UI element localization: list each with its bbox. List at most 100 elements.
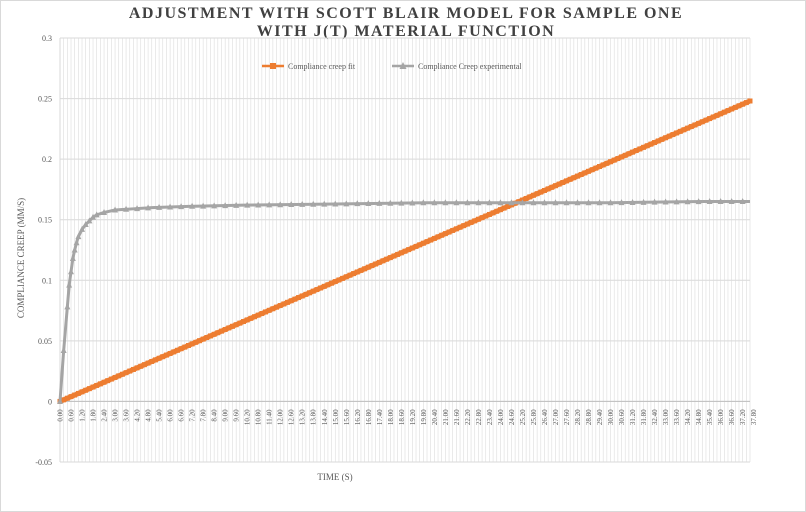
data-point-experimental: [82, 221, 89, 228]
data-point-fit: [321, 283, 327, 289]
x-tick-label: 31.80: [640, 409, 648, 425]
data-point-fit: [442, 231, 448, 237]
data-point-experimental: [255, 201, 262, 208]
data-point-fit: [644, 143, 650, 149]
x-tick-label: 35.40: [706, 409, 714, 425]
data-point-fit: [347, 272, 353, 278]
data-point-experimental: [86, 217, 93, 224]
x-tick-label: 25.20: [519, 409, 527, 425]
data-point-fit: [285, 299, 291, 305]
data-point-fit: [589, 167, 595, 173]
data-point-fit: [530, 192, 536, 198]
data-point-experimental: [706, 198, 713, 205]
x-tick-label: 11.40: [266, 409, 274, 425]
data-point-experimental: [618, 199, 625, 206]
data-point-fit: [384, 256, 390, 262]
data-point-fit: [398, 250, 404, 256]
data-point-fit: [732, 104, 738, 110]
data-point-fit: [630, 149, 636, 155]
data-point-fit: [619, 154, 625, 160]
data-point-experimental: [739, 198, 746, 205]
data-point-fit: [193, 339, 199, 345]
x-tick-label: 36.60: [728, 409, 736, 425]
x-tick-label: 31.20: [629, 409, 637, 425]
data-point-fit: [101, 379, 107, 385]
x-tick-label: 3.60: [123, 409, 131, 422]
data-point-fit: [604, 160, 610, 166]
data-point-experimental: [244, 201, 251, 208]
grid-lines: [59, 37, 751, 463]
y-tick-label: 0.05: [38, 337, 52, 346]
data-point-fit: [615, 156, 621, 162]
data-point-fit: [299, 293, 305, 299]
data-point-fit: [648, 141, 654, 147]
data-point-experimental: [662, 198, 669, 205]
data-point-experimental: [75, 233, 82, 240]
data-point-fit: [718, 111, 724, 117]
x-tick-label: 22.80: [475, 409, 483, 425]
x-tick-label: 20.40: [431, 409, 439, 425]
data-point-experimental: [409, 199, 416, 206]
data-point-experimental: [178, 203, 185, 210]
x-tick-label: 13.80: [310, 409, 318, 425]
data-point-fit: [138, 363, 144, 369]
x-tick-label: 34.20: [684, 409, 692, 425]
data-point-fit: [417, 242, 423, 248]
data-point-fit: [663, 135, 669, 141]
data-point-experimental: [387, 199, 394, 206]
x-tick-label: 33.00: [662, 409, 670, 425]
data-point-fit: [567, 176, 573, 182]
data-point-fit: [578, 172, 584, 178]
data-point-fit: [439, 232, 445, 238]
data-point-fit: [230, 323, 235, 329]
data-point-fit: [743, 100, 749, 106]
data-point-experimental: [563, 199, 570, 206]
data-point-fit: [685, 125, 691, 131]
data-point-fit: [608, 159, 614, 165]
y-tick-label: -0.05: [35, 458, 52, 467]
data-point-fit: [329, 280, 335, 286]
x-tick-label: 8.40: [211, 409, 219, 422]
data-point-experimental: [93, 211, 100, 218]
data-point-experimental: [453, 199, 460, 206]
data-point-fit: [156, 355, 162, 361]
data-point-experimental: [211, 202, 218, 209]
data-point-fit: [435, 234, 441, 240]
data-point-fit: [226, 325, 232, 331]
data-point-fit: [475, 216, 481, 222]
x-tick-label: 21.60: [453, 409, 461, 425]
data-point-fit: [218, 328, 224, 334]
x-tick-label: 37.20: [739, 409, 747, 425]
data-point-fit: [457, 224, 463, 230]
data-point-fit: [152, 357, 158, 363]
legend-label-1: Compliance Creep experimental: [418, 62, 522, 71]
data-point-fit: [571, 175, 577, 181]
data-point-experimental: [596, 199, 603, 206]
data-point-fit: [365, 264, 371, 270]
data-point-fit: [310, 288, 316, 294]
y-tick-label: 0.3: [42, 34, 52, 43]
x-tick-label: 6.60: [178, 409, 186, 422]
data-point-fit: [263, 309, 269, 315]
x-tick-label: 29.40: [596, 409, 604, 425]
x-tick-label: 0.60: [68, 409, 76, 422]
data-point-fit: [237, 320, 243, 326]
y-tick-label: 0.15: [38, 216, 52, 225]
data-point-fit: [431, 235, 437, 241]
data-point-fit: [729, 106, 735, 112]
data-point-experimental: [343, 200, 350, 207]
data-point-fit: [637, 146, 643, 152]
data-point-fit: [86, 386, 92, 392]
data-point-fit: [266, 307, 272, 313]
data-point-experimental: [321, 200, 328, 207]
x-tick-label: 24.60: [508, 409, 516, 425]
x-tick-label: 6.00: [167, 409, 175, 422]
data-point-experimental: [431, 199, 438, 206]
x-tick-label: 4.80: [145, 409, 153, 422]
data-point-fit: [494, 208, 500, 214]
data-point-experimental: [519, 199, 526, 206]
data-point-fit: [523, 195, 529, 201]
x-tick-label: 7.80: [200, 409, 208, 422]
x-tick-label: 28.80: [585, 409, 593, 425]
x-tick-label: 18.00: [387, 409, 395, 425]
